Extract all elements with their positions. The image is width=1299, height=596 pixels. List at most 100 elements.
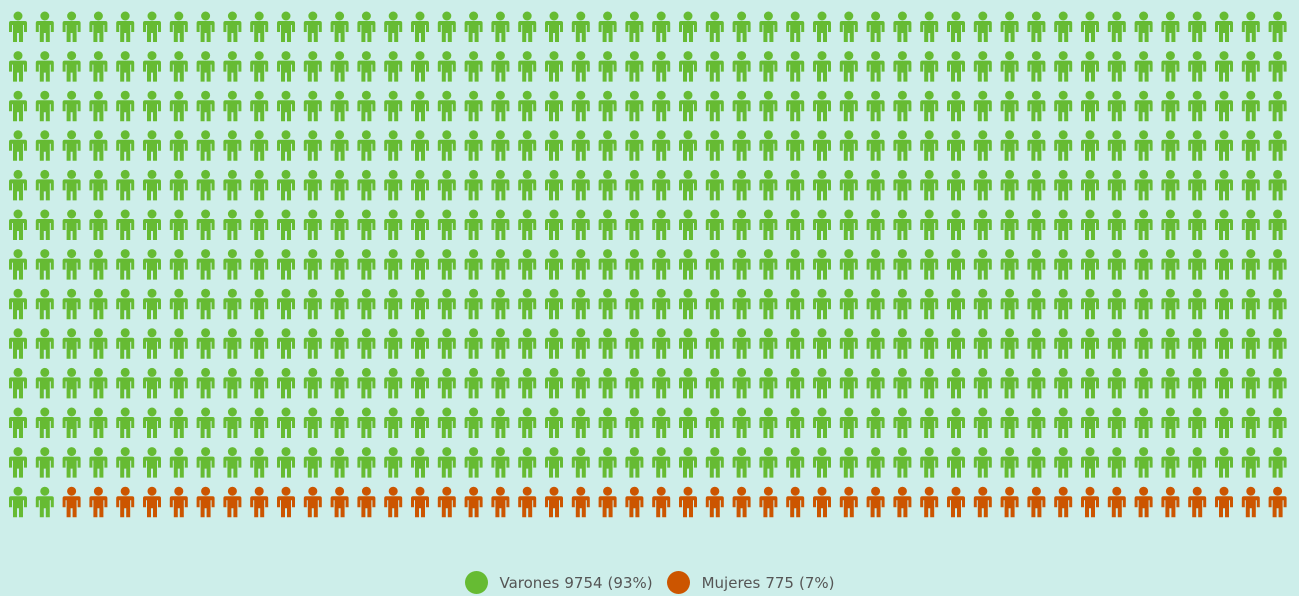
person-icon <box>35 130 54 161</box>
icon-head <box>415 486 425 496</box>
icon-head <box>442 288 452 298</box>
icon-head <box>1085 447 1095 457</box>
icon-head <box>603 90 613 100</box>
icon-head <box>1112 249 1122 259</box>
icon-head <box>1139 407 1149 417</box>
person-icon <box>357 90 376 122</box>
icon-body <box>330 100 349 122</box>
person-icon <box>625 169 644 201</box>
icon-body <box>1268 60 1287 82</box>
person-icon <box>679 367 697 399</box>
person-icon <box>518 328 537 359</box>
person-icon <box>571 447 590 478</box>
person-icon <box>250 209 269 240</box>
icon-body <box>411 219 429 240</box>
icon-head <box>335 130 345 140</box>
icon-head <box>603 51 613 61</box>
icon-body <box>598 21 617 42</box>
person-icon <box>813 249 831 280</box>
icon-head <box>1192 51 1202 61</box>
person-icon <box>196 288 215 320</box>
icon-head <box>710 249 720 259</box>
icon-body <box>679 21 697 42</box>
icon-body <box>437 337 456 359</box>
icon-head <box>442 328 452 338</box>
icon-body <box>89 456 108 478</box>
icon-head <box>978 90 988 100</box>
icon-body <box>464 21 483 42</box>
icon-body <box>1054 496 1073 518</box>
icon-head <box>1112 51 1122 61</box>
person-icon <box>9 367 27 399</box>
icon-head <box>415 407 425 417</box>
icon-head <box>1085 11 1095 21</box>
icon-head <box>629 90 639 100</box>
icon-body <box>759 377 778 399</box>
person-icon <box>1161 169 1180 201</box>
icon-head <box>576 407 586 417</box>
legend-value: 775 <box>765 573 794 592</box>
person-icon <box>1054 249 1073 280</box>
icon-body <box>1268 456 1287 478</box>
icon-body <box>920 258 939 280</box>
icon-head <box>951 11 961 21</box>
legend-value: 9754 <box>564 573 603 592</box>
icon-body <box>947 258 965 280</box>
person-icon <box>893 486 912 518</box>
icon-head <box>308 407 318 417</box>
icon-body <box>1241 219 1260 240</box>
person-icon <box>62 367 81 399</box>
icon-body <box>1107 337 1126 359</box>
icon-head <box>817 130 827 140</box>
icon-head <box>1058 288 1068 298</box>
person-icon <box>1000 209 1019 240</box>
person-icon <box>303 407 322 438</box>
person-icon <box>437 288 456 320</box>
icon-body <box>35 496 54 518</box>
person-icon <box>464 288 483 320</box>
person-icon <box>1107 447 1126 478</box>
person-icon <box>518 447 537 478</box>
icon-body <box>518 60 537 82</box>
icon-head <box>1139 328 1149 338</box>
icon-head <box>951 407 961 417</box>
icon-body <box>1000 417 1019 438</box>
icon-head <box>763 288 773 298</box>
icon-head <box>710 209 720 219</box>
icon-body <box>1161 219 1180 240</box>
icon-head <box>790 328 800 338</box>
icon-body <box>839 496 858 518</box>
icon-head <box>1219 51 1229 61</box>
person-icon <box>303 169 322 201</box>
icon-head <box>1246 288 1256 298</box>
person-icon <box>1107 249 1126 280</box>
person-icon <box>330 486 349 518</box>
person-icon <box>1161 288 1180 320</box>
person-icon <box>1188 90 1207 122</box>
icon-head <box>388 51 398 61</box>
icon-head <box>549 447 559 457</box>
icon-body <box>920 100 939 122</box>
person-icon <box>1054 11 1073 42</box>
icon-head <box>13 169 23 179</box>
person-icon <box>464 407 483 438</box>
person-icon <box>437 130 456 161</box>
icon-head <box>522 209 532 219</box>
person-icon <box>277 249 295 280</box>
icon-head <box>335 328 345 338</box>
person-icon <box>813 169 831 201</box>
icon-body <box>652 337 671 359</box>
icon-head <box>978 328 988 338</box>
icon-head <box>763 249 773 259</box>
person-icon <box>839 486 858 518</box>
person-icon <box>1161 447 1180 478</box>
person-icon <box>652 90 671 122</box>
icon-head <box>629 130 639 140</box>
icon-body <box>437 496 456 518</box>
person-icon <box>357 367 376 399</box>
person-icon <box>1215 328 1233 359</box>
icon-body <box>1188 139 1207 161</box>
icon-body <box>679 417 697 438</box>
icon-head <box>1139 90 1149 100</box>
person-icon <box>1027 288 1046 320</box>
